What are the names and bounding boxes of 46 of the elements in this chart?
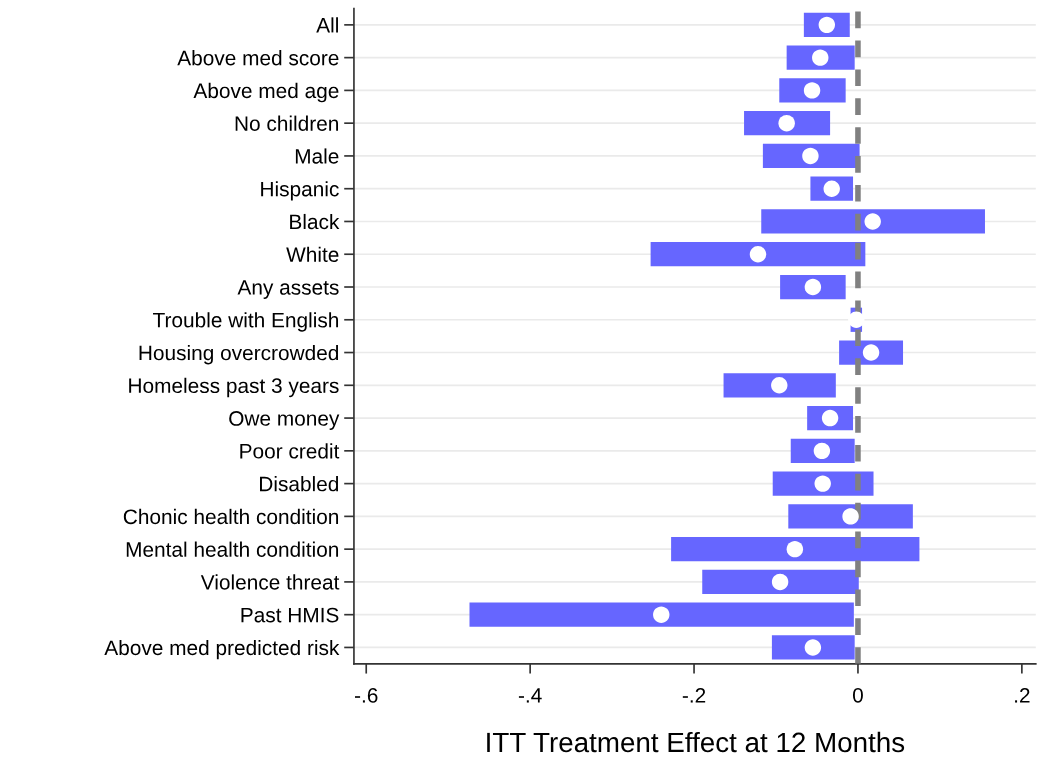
x-tick-label: -.2 — [682, 687, 706, 703]
point — [653, 606, 670, 623]
point — [814, 475, 831, 492]
point — [778, 114, 795, 132]
y-tick-label: Homeless past 3 years — [129, 377, 339, 398]
bar — [723, 373, 836, 398]
y-tick-label: Trouble with English — [153, 312, 339, 332]
y-tick-label: Poor credit — [240, 443, 340, 459]
y-tick-label: Above med score — [177, 50, 339, 66]
y-tick-label: Violence threat — [200, 574, 340, 590]
y-tick-label: All — [316, 17, 338, 33]
y-tick-label: Above med age — [193, 82, 339, 103]
point — [842, 508, 859, 525]
y-tick-label: Past HMIS — [241, 607, 339, 623]
y-tick-label: Above med predicted risk — [104, 639, 340, 660]
bar — [671, 537, 920, 562]
point — [812, 49, 829, 66]
point — [749, 246, 767, 263]
y-tick-label: Disabled — [260, 476, 339, 492]
y-tick-label: No children — [235, 115, 339, 131]
y-tick-label: Any assets — [237, 280, 339, 299]
bar — [761, 209, 985, 234]
point — [864, 213, 881, 230]
point — [848, 311, 865, 328]
point — [771, 377, 788, 394]
bar — [650, 242, 866, 267]
x-axis-title: ITT Treatment Effect at 12 Months — [487, 731, 905, 753]
y-tick-label: Mental health condition — [126, 541, 339, 557]
y-tick-label: Hispanic — [261, 181, 339, 201]
x-tick-label: 0 — [852, 687, 863, 703]
x-tick-label: -.4 — [518, 688, 542, 703]
point — [802, 147, 819, 165]
bar — [469, 602, 854, 627]
y-tick-label: White — [286, 246, 339, 262]
y-tick-label: Chonic health condition — [123, 508, 339, 525]
point — [786, 540, 804, 558]
bar — [788, 504, 913, 529]
y-tick-label: Male — [295, 148, 339, 164]
y-tick-label: Housing overcrowded — [139, 344, 339, 365]
point — [771, 573, 789, 591]
y-tick-label: Owe money — [229, 411, 340, 430]
bar — [702, 569, 859, 595]
x-tick-label: -.6 — [355, 687, 378, 703]
x-tick-label: .2 — [1015, 687, 1030, 703]
point — [804, 639, 822, 656]
y-tick-label: Black — [290, 213, 340, 230]
